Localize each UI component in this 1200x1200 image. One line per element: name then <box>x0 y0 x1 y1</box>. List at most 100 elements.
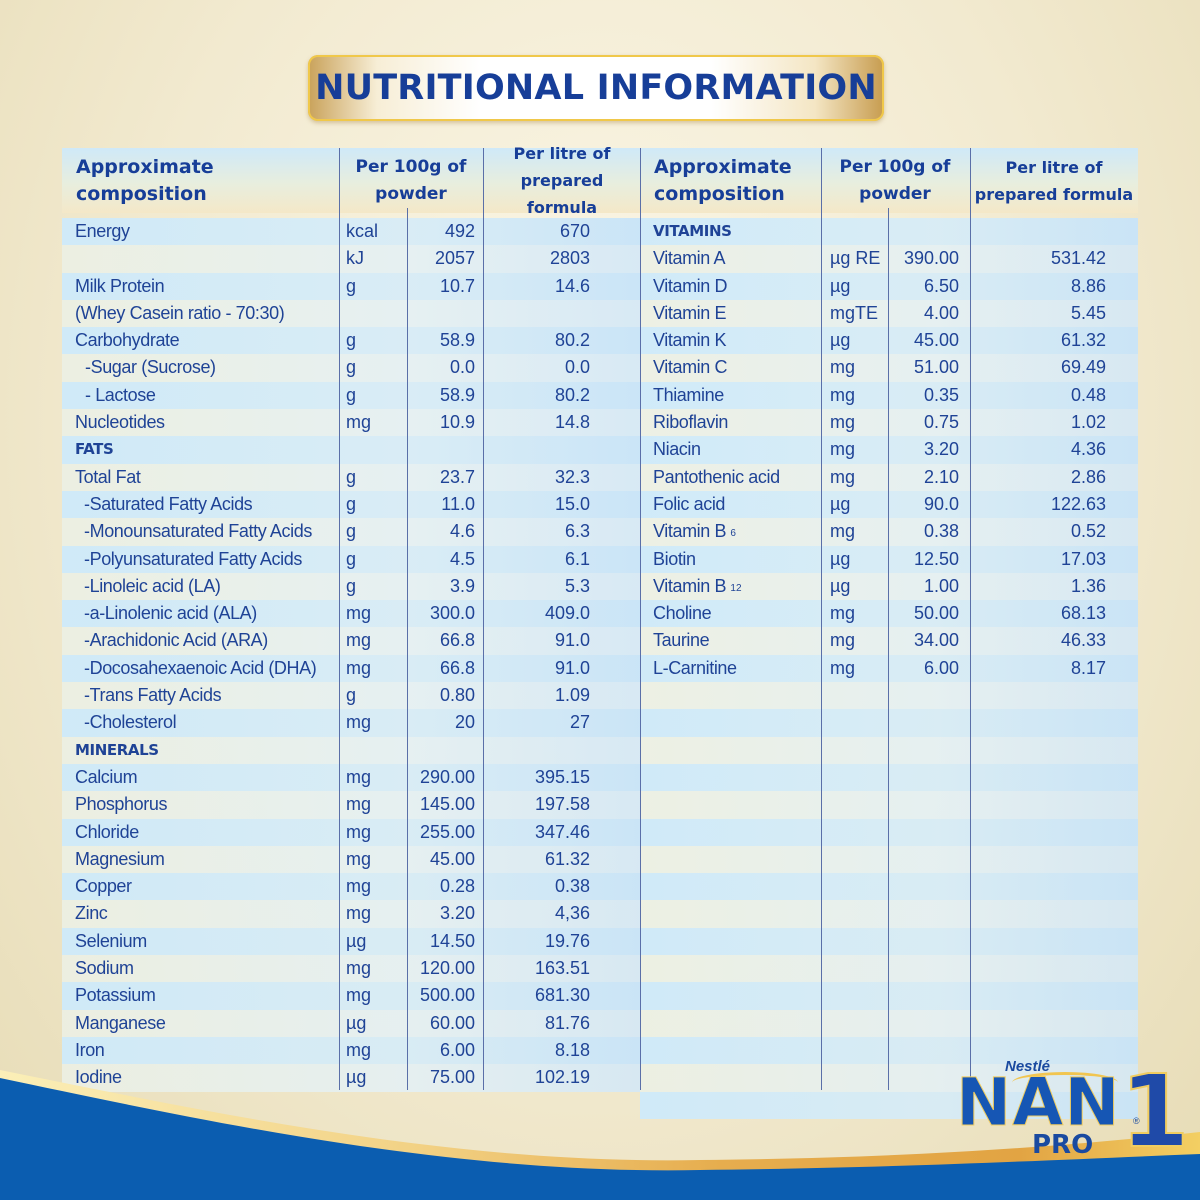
header-perlitre-line2: prepared formula <box>974 184 1134 204</box>
nutrient-name: Phosphorus <box>75 794 168 815</box>
table-row: Vitamin E mgTE 4.00 5.45 <box>640 299 1138 328</box>
nutrient-name: MINERALS <box>75 740 159 759</box>
per100g-value: 3.20 <box>439 903 475 924</box>
nutrient-name: Vitamin B <box>653 521 727 542</box>
per100g-value: 60.00 <box>429 1012 475 1033</box>
table-row: Biotin µg 12.50 17.03 <box>640 545 1138 573</box>
per100g-value: 0.28 <box>439 876 475 897</box>
unit-cell: kJ <box>346 248 364 269</box>
per100g-value: 0.0 <box>449 357 475 378</box>
per100g-value: 0.75 <box>923 412 959 433</box>
unit-cell: mg <box>346 766 372 787</box>
unit-cell: g <box>346 357 357 378</box>
unit-cell: µg <box>830 575 851 596</box>
table-row: Riboflavin mg 0.75 1.02 <box>640 409 1138 437</box>
unit-cell: mg <box>830 357 856 378</box>
nutrient-name: (Whey Casein ratio - 70:30) <box>75 302 285 323</box>
per100g-value: 14.50 <box>429 930 475 951</box>
empty-row <box>640 791 1138 819</box>
per100g-value: 10.9 <box>439 412 475 433</box>
header-perlitre: Per litre of prepared formula <box>970 148 1138 213</box>
table-row: -Linoleic acid (LA) g 3.9 5.3 <box>62 572 640 601</box>
unit-cell: g <box>346 521 357 542</box>
per100g-value: 12.50 <box>913 548 959 569</box>
perlitre-value: 163.51 <box>534 958 590 979</box>
nutrient-name: Nucleotides <box>75 412 165 433</box>
left-table-panel: Approximate composition Per 100g of powd… <box>62 144 640 1098</box>
unit-cell: µg <box>830 493 851 514</box>
unit-cell <box>346 737 406 764</box>
table-row: Magnesium mg 45.00 61.32 <box>62 845 640 874</box>
perlitre-value: 395.15 <box>534 766 590 787</box>
header-perlitre: Per litre of prepared formula <box>484 144 640 217</box>
unit-cell: g <box>346 330 357 351</box>
perlitre-value: 80.2 <box>554 330 590 351</box>
perlitre-value <box>484 737 590 764</box>
table-row: Phosphorus mg 145.00 197.58 <box>62 791 640 819</box>
per100g-value: 75.00 <box>429 1067 475 1088</box>
empty-row <box>640 845 1138 874</box>
table-row: Niacin mg 3.20 4.36 <box>640 436 1138 464</box>
perlitre-value: 19.76 <box>544 930 590 951</box>
unit-cell: µg <box>830 275 851 296</box>
nutrient-name: -Trans Fatty Acids <box>84 685 222 706</box>
perlitre-value: 6.1 <box>564 548 590 569</box>
table-row: Chloride mg 255.00 347.46 <box>62 818 640 846</box>
nutrient-name: -Arachidonic Acid (ARA) <box>84 630 268 651</box>
unit-cell: g <box>346 575 357 596</box>
perlitre-value: 197.58 <box>534 794 590 815</box>
nutrient-name: Chloride <box>75 821 139 842</box>
perlitre-value: 91.0 <box>554 630 590 651</box>
nutrient-name: Niacin <box>653 439 701 460</box>
per100g-value: 0.38 <box>923 521 959 542</box>
empty-row <box>640 900 1138 928</box>
nutrient-name: Choline <box>653 603 712 624</box>
perlitre-value: 8.86 <box>1070 275 1106 296</box>
table-row: -Docosahexaenoic Acid (DHA) mg 66.8 91.0 <box>62 654 640 683</box>
empty-row <box>640 709 1138 737</box>
table-row: Vitamin B 12 µg 1.00 1.36 <box>640 572 1138 601</box>
table-row: -Monounsaturated Fatty Acids g 4.6 6.3 <box>62 518 640 546</box>
per100g-value <box>408 300 475 327</box>
nutrient-name: Carbohydrate <box>75 330 180 351</box>
per100g-value: 66.8 <box>439 657 475 678</box>
product-name: NAN <box>956 1064 1121 1141</box>
nutrient-name: Riboflavin <box>653 412 729 433</box>
perlitre-value: 27 <box>569 712 590 733</box>
table-row: -Saturated Fatty Acids g 11.0 15.0 <box>62 490 640 519</box>
per100g-value: 6.50 <box>923 275 959 296</box>
empty-row <box>640 1091 1138 1119</box>
nutrient-name: Biotin <box>653 548 696 569</box>
table-row: Total Fat g 23.7 32.3 <box>62 463 640 491</box>
table-row: Carbohydrate g 58.9 80.2 <box>62 327 640 355</box>
table-row: Choline mg 50.00 68.13 <box>640 600 1138 628</box>
nutrient-name: Vitamin C <box>653 357 728 378</box>
section-header-row: FATS <box>62 436 640 464</box>
nutrient-name: -Saturated Fatty Acids <box>84 493 253 514</box>
per100g-value: 290.00 <box>419 766 475 787</box>
unit-cell: mg <box>346 985 372 1006</box>
per100g-value: 50.00 <box>913 603 959 624</box>
unit-cell: mg <box>346 903 372 924</box>
unit-cell: mg <box>346 794 372 815</box>
per100g-value: 3.20 <box>923 439 959 460</box>
title-banner: NUTRITIONAL INFORMATION <box>308 55 884 121</box>
nutrient-name: Magnesium <box>75 848 165 869</box>
perlitre-value: 531.42 <box>1050 248 1106 269</box>
perlitre-value: 61.32 <box>1060 330 1106 351</box>
nutrient-name: FATS <box>75 440 114 459</box>
perlitre-value <box>484 300 590 327</box>
nutrient-name: Milk Protein <box>75 275 165 296</box>
page-title: NUTRITIONAL INFORMATION <box>315 68 877 108</box>
unit-cell: mg <box>346 712 372 733</box>
perlitre-value: 80.2 <box>554 384 590 405</box>
nutrient-name: -Linoleic acid (LA) <box>84 575 221 596</box>
per100g-value: 492 <box>444 221 475 241</box>
per100g-value: 6.00 <box>439 1039 475 1060</box>
perlitre-value: 0.48 <box>1070 384 1106 405</box>
table-row: kJ 2057 2803 <box>62 245 640 273</box>
unit-cell <box>830 218 890 245</box>
perlitre-value: 0.0 <box>564 357 590 378</box>
header-per100g-line1: Per 100g of <box>839 156 951 177</box>
perlitre-value: 46.33 <box>1060 630 1106 651</box>
